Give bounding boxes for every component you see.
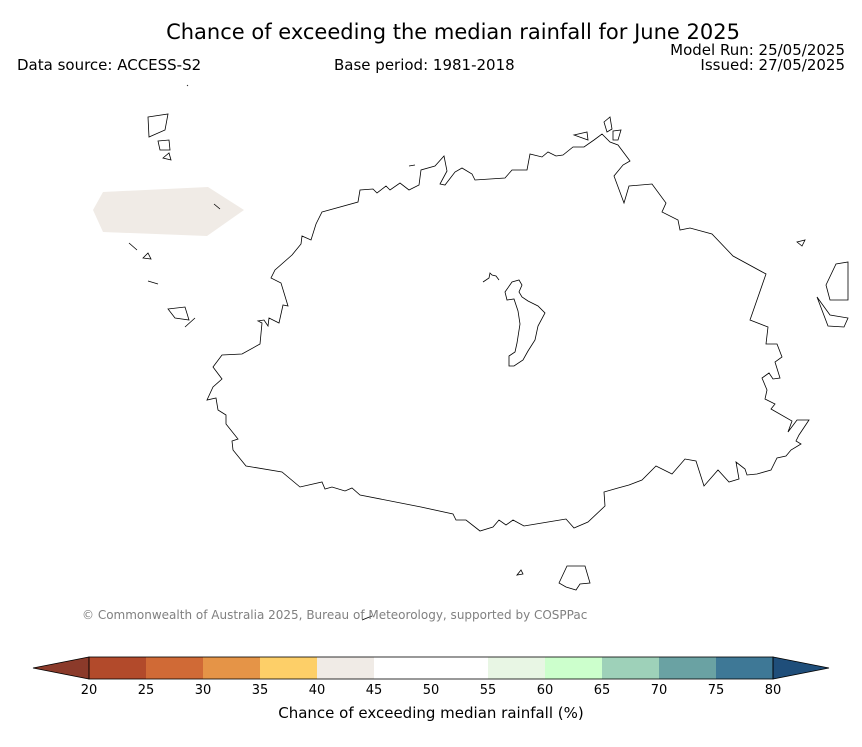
colorbar-tick-label: 75 (707, 683, 725, 698)
colorbar-tick-label: 65 (593, 683, 611, 698)
colorbar-bins (89, 657, 773, 679)
colorbar-frame (88, 656, 774, 680)
shaded-probability-area (93, 187, 244, 236)
copyright-notice: © Commonwealth of Australia 2025, Bureau… (82, 608, 588, 622)
colorbar-bin-60-65 (545, 657, 602, 679)
coastlines (128, 84, 849, 621)
colorbar-tick-label: 70 (650, 683, 668, 698)
map-title: Chance of exceeding the median rainfall … (166, 20, 740, 44)
colorbar-tick-label: 55 (479, 683, 497, 698)
data-source-label: Data source: ACCESS-S2 (17, 56, 202, 74)
colorbar-tick-label: 60 (536, 683, 554, 698)
colorbar-over-arrow (772, 656, 830, 680)
colorbar-tick-label: 40 (308, 683, 326, 698)
colorbar-bin-40-45 (317, 657, 374, 679)
colorbar-bin-65-70 (602, 657, 659, 679)
inland-feature (504, 279, 546, 367)
colorbar-bin-55-60 (488, 657, 545, 679)
colorbar-bin-25-30 (146, 657, 203, 679)
issued-label: Issued: 27/05/2025 (700, 56, 845, 74)
colorbar-bin-35-40 (260, 657, 317, 679)
colorbar-bin-20-25 (89, 657, 146, 679)
colorbar-under-arrow (32, 656, 90, 680)
colorbar (32, 656, 830, 680)
colorbar-bin-50-55 (431, 657, 488, 679)
colorbar-tick-label: 20 (80, 683, 98, 698)
colorbar-tick-label: 35 (251, 683, 269, 698)
colorbar-tick-label: 45 (365, 683, 383, 698)
colorbar-bin-45-50 (374, 657, 431, 679)
base-period-label: Base period: 1981-2018 (334, 56, 515, 74)
model-run-label: Model Run: 25/05/2025 (670, 41, 845, 59)
colorbar-bin-70-75 (659, 657, 716, 679)
colorbar-tick-label: 50 (422, 683, 440, 698)
colorbar-tick-label: 80 (764, 683, 782, 698)
fiji-map (93, 84, 849, 621)
colorbar-tick-label: 30 (194, 683, 212, 698)
colorbar-label: Chance of exceeding median rainfall (%) (278, 704, 584, 722)
colorbar-bin-30-35 (203, 657, 260, 679)
main-island-coastline (206, 133, 810, 532)
colorbar-bin-75-80 (716, 657, 773, 679)
colorbar-tick-label: 25 (137, 683, 155, 698)
